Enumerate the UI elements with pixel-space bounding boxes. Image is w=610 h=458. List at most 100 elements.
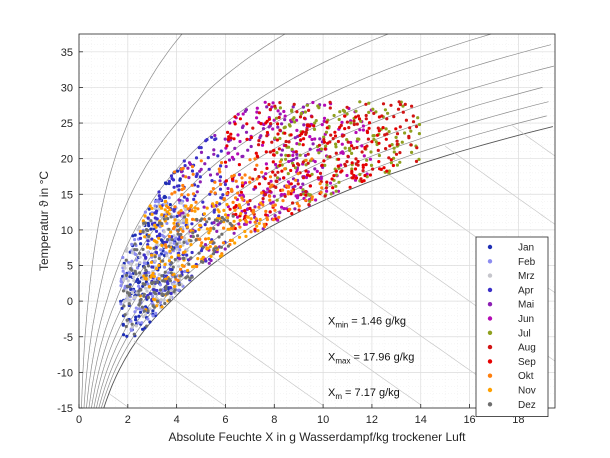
data-point-mrz (165, 254, 169, 258)
data-point-aug (268, 107, 272, 112)
data-point-dez (189, 239, 193, 243)
data-point-dez (172, 290, 176, 294)
data-point-dez (211, 252, 216, 256)
data-point-sep (326, 141, 330, 145)
data-point-mrz (132, 275, 136, 279)
data-point-sep (275, 138, 279, 142)
data-point-dez (122, 304, 126, 308)
data-point-aug (251, 126, 255, 130)
data-point-dez (157, 256, 161, 261)
data-point-mrz (181, 243, 185, 247)
data-point-jun (226, 151, 230, 155)
data-point-dez (194, 238, 198, 242)
data-point-aug (398, 102, 402, 107)
data-point-jun (360, 144, 364, 148)
legend-marker (487, 287, 493, 293)
data-point-nov (205, 206, 209, 210)
data-point-dez (184, 276, 188, 280)
data-point-mai (295, 152, 299, 156)
data-point-jul (275, 176, 280, 180)
data-point-nov (160, 206, 164, 210)
data-point-jan (151, 309, 155, 313)
data-point-sep (233, 122, 237, 126)
data-point-sep (230, 177, 235, 181)
data-point-aug (366, 137, 370, 141)
data-point-feb (183, 269, 187, 274)
data-points (119, 100, 422, 338)
data-point-okt (221, 241, 225, 245)
data-point-dez (177, 228, 181, 232)
data-point-nov (148, 246, 152, 250)
y-tick-label: -10 (57, 367, 73, 379)
data-point-apr (150, 265, 154, 269)
data-point-aug (394, 152, 399, 156)
data-point-mrz (179, 221, 183, 225)
data-point-jun (291, 153, 295, 157)
data-point-nov (178, 245, 183, 249)
data-point-sep (377, 160, 381, 164)
data-point-sep (271, 160, 275, 164)
data-point-jun (361, 128, 365, 132)
data-point-sep (367, 126, 371, 130)
legend-label: Sep (518, 357, 536, 368)
data-point-jan (162, 195, 166, 200)
data-point-jan (136, 277, 140, 282)
data-point-jan (129, 287, 133, 291)
data-point-feb (143, 210, 147, 214)
data-point-mrz (136, 228, 140, 232)
data-point-dez (179, 232, 183, 237)
data-point-jun (260, 143, 265, 147)
annotation-x-max: Xmax = 17.96 g/kg (328, 351, 414, 365)
data-point-aug (329, 133, 333, 137)
data-point-okt (255, 177, 259, 181)
data-point-apr (138, 236, 143, 240)
data-point-aug (268, 150, 272, 154)
data-point-dez (166, 290, 170, 294)
legend-label: Jul (518, 328, 531, 339)
data-point-apr (180, 270, 184, 274)
legend-marker (487, 330, 493, 335)
data-point-mai (278, 211, 282, 215)
data-point-sep (245, 122, 249, 126)
data-point-sep (264, 150, 268, 154)
data-point-aug (372, 111, 376, 115)
data-point-feb (134, 306, 138, 310)
data-point-sep (333, 134, 338, 138)
data-point-nov (246, 215, 250, 219)
data-point-dez (219, 219, 223, 224)
data-point-aug (297, 208, 301, 212)
data-point-dez (212, 241, 216, 245)
data-point-jul (322, 135, 326, 139)
data-point-jul (357, 137, 361, 141)
data-point-aug (325, 120, 329, 124)
data-point-apr (168, 267, 172, 271)
data-point-aug (304, 189, 308, 194)
data-point-mai (179, 170, 184, 174)
data-point-apr (152, 288, 156, 292)
data-point-nov (180, 263, 184, 267)
data-point-nov (230, 238, 234, 242)
data-point-aug (274, 179, 278, 183)
data-point-aug (364, 102, 368, 106)
x-tick-label: 16 (463, 414, 475, 426)
data-point-dez (179, 274, 183, 278)
data-point-aug (352, 119, 356, 123)
data-point-aug (396, 107, 401, 111)
data-point-okt (171, 227, 176, 231)
data-point-nov (239, 212, 243, 216)
data-point-aug (385, 117, 389, 121)
data-point-aug (257, 143, 261, 147)
data-point-okt (252, 208, 256, 212)
legend-label: Okt (518, 371, 534, 382)
data-point-sep (351, 176, 355, 180)
data-point-mrz (152, 284, 156, 288)
data-point-nov (205, 227, 209, 231)
data-point-apr (204, 139, 208, 143)
data-point-okt (190, 183, 194, 187)
data-point-jun (236, 112, 240, 116)
data-point-dez (152, 305, 156, 309)
data-point-mai (240, 125, 245, 130)
data-point-nov (189, 229, 193, 233)
data-point-sep (340, 169, 344, 173)
data-point-jul (290, 108, 294, 112)
